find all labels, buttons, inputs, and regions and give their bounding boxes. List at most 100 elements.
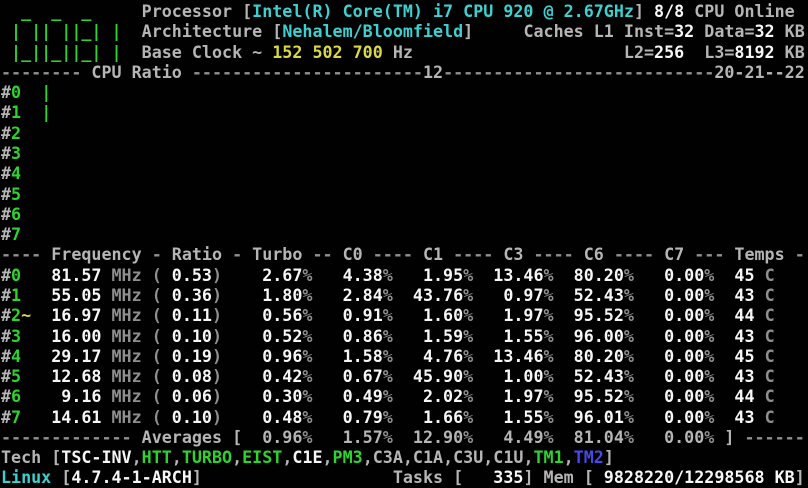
- text-segment: [31, 326, 51, 346]
- text-segment: 8/8: [654, 1, 685, 21]
- text-segment: ,: [131, 447, 142, 468]
- text-segment: Architecture: [141, 21, 273, 42]
- text-segment: #: [1, 142, 12, 163]
- text-segment: %: [623, 406, 634, 427]
- text-segment: ]: [191, 467, 202, 488]
- text-segment: [554, 386, 574, 406]
- text-segment: 2.67: [262, 264, 303, 285]
- text-segment: ~: [21, 305, 32, 326]
- text-segment: [554, 427, 574, 447]
- text-segment: [101, 407, 111, 427]
- freq-row-cpu3: #3 16.00 MHz ( 0.10) 0.52% 0.86% 1.59% 1…: [1, 326, 808, 346]
- text-segment: [755, 305, 765, 325]
- text-segment: 2: [11, 305, 22, 326]
- text-segment: %: [704, 264, 715, 285]
- text-segment: 0.53: [161, 264, 212, 285]
- text-segment: 1.59: [412, 325, 464, 346]
- text-segment: 3: [11, 325, 22, 346]
- text-segment: C: [764, 305, 775, 326]
- text-segment: [101, 366, 111, 386]
- text-segment: %: [463, 264, 474, 285]
- text-segment: 12.68: [51, 366, 102, 387]
- text-segment: %: [463, 284, 474, 305]
- text-segment: [634, 427, 664, 447]
- text-segment: Nehalem/Bloomfield: [282, 21, 464, 42]
- text-segment: %: [302, 406, 313, 427]
- text-segment: 1: [11, 102, 22, 123]
- text-segment: [21, 407, 31, 427]
- text-segment: (: [151, 325, 162, 346]
- text-segment: 0: [11, 82, 22, 103]
- text-segment: ): [211, 366, 223, 387]
- text-segment: [714, 285, 734, 305]
- text-segment: %: [302, 366, 313, 387]
- text-segment: HTT: [141, 447, 172, 468]
- text-segment: 5: [11, 183, 22, 204]
- text-segment: TSC-INV: [61, 447, 132, 468]
- text-segment: -----------------------: [191, 61, 423, 82]
- text-segment: 1.80: [262, 284, 303, 305]
- text-segment: #: [1, 183, 12, 204]
- text-segment: [21, 285, 31, 305]
- text-segment: [222, 346, 262, 366]
- text-segment: MHz: [111, 325, 142, 346]
- text-segment: %: [463, 305, 474, 326]
- text-segment: C: [764, 284, 775, 305]
- text-segment: [473, 305, 493, 325]
- text-segment: [634, 265, 664, 285]
- text-segment: [122, 42, 142, 62]
- text-segment: [554, 326, 574, 346]
- text-segment: |_||_||_| |: [1, 41, 122, 62]
- text-segment: %: [382, 284, 393, 305]
- text-segment: 16.00: [51, 325, 102, 346]
- text-segment: %: [382, 406, 393, 427]
- text-segment: [755, 285, 765, 305]
- text-segment: [473, 285, 493, 305]
- text-segment: [142, 386, 152, 406]
- text-segment: [714, 265, 734, 285]
- text-segment: (: [151, 386, 162, 407]
- text-segment: |: [41, 82, 52, 103]
- text-segment: #: [1, 406, 12, 427]
- text-segment: KB: [774, 467, 795, 488]
- text-segment: [393, 407, 413, 427]
- text-segment: [714, 326, 734, 346]
- text-segment: 3: [11, 142, 22, 163]
- text-segment: [393, 366, 413, 386]
- ratio-row-cpu0: #0 |: [1, 82, 808, 102]
- text-segment: [393, 265, 413, 285]
- text-segment: [21, 102, 41, 122]
- text-segment: 152 502 700: [272, 41, 383, 62]
- text-segment: [554, 305, 574, 325]
- text-segment: %: [382, 386, 393, 407]
- text-segment: [634, 386, 664, 406]
- text-segment: 14.61: [51, 406, 102, 427]
- text-segment: 0.79: [342, 406, 383, 427]
- text-segment: %: [302, 345, 313, 366]
- text-segment: #: [1, 122, 12, 143]
- text-segment: ,: [322, 447, 333, 468]
- text-segment: 81.57: [51, 264, 102, 285]
- text-segment: 0.48: [262, 406, 303, 427]
- text-segment: [21, 326, 31, 346]
- text-segment: 7: [11, 406, 22, 427]
- text-segment: [142, 285, 152, 305]
- status-line: Linux [4.7.4-1-ARCH] Tasks [ 335] Mem [ …: [1, 467, 808, 487]
- text-segment: ----: [362, 244, 423, 265]
- text-segment: (: [151, 366, 162, 387]
- text-segment: [142, 366, 152, 386]
- text-segment: MHz: [111, 386, 142, 407]
- text-segment: %: [302, 264, 313, 285]
- text-segment: 0.00: [664, 406, 705, 427]
- text-segment: [312, 427, 342, 447]
- text-segment: Ratio: [171, 244, 223, 265]
- text-segment: 95.52: [573, 386, 624, 407]
- text-segment: [714, 305, 734, 325]
- text-segment: [714, 407, 734, 427]
- text-segment: 1.00: [493, 366, 544, 387]
- text-segment: MHz: [111, 305, 142, 326]
- text-segment: %: [463, 406, 474, 427]
- text-segment: ): [211, 264, 223, 285]
- text-segment: [755, 346, 765, 366]
